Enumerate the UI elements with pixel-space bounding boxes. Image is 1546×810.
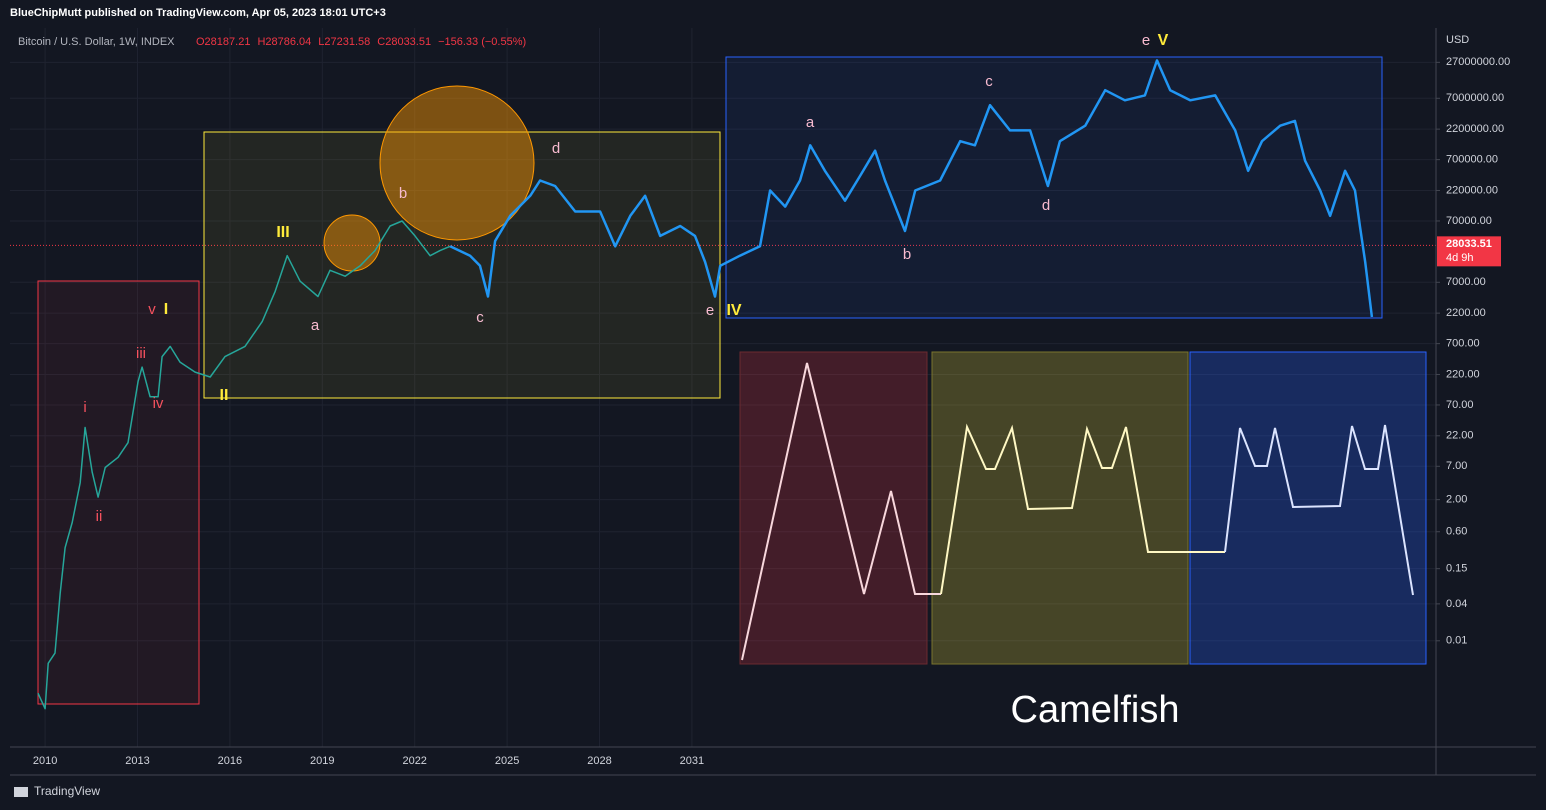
x-tick-label: 2010 (33, 755, 57, 767)
x-tick-label: 2022 (402, 755, 426, 767)
y-tick-label: 70000.00 (1446, 215, 1492, 227)
ohlc-value: L27231.58 (318, 36, 370, 48)
wave-label: c (476, 309, 484, 326)
series-layer (37, 59, 1374, 710)
ohlc-value: −156.33 (−0.55%) (438, 36, 526, 48)
wave-label: d (552, 140, 560, 157)
y-tick-label: 220.00 (1446, 368, 1480, 380)
y-tick-label: 0.01 (1446, 635, 1467, 647)
wave-label: iii (136, 345, 146, 362)
wave-box (725, 56, 1383, 319)
ohlc-legend: O28187.21 H28786.04 L27231.58 C28033.51 −156… (196, 36, 526, 48)
wave-label: ii (96, 508, 103, 525)
y-tick-label: 7.00 (1446, 460, 1467, 472)
last-price-label: 28033.51 (1446, 238, 1492, 250)
last-price-tag (1437, 236, 1501, 267)
currency: USD (1446, 34, 1469, 46)
y-tick-label: 2200.00 (1446, 307, 1486, 319)
y-tick-label: 70.00 (1446, 399, 1474, 411)
y-tick-label: 0.60 (1446, 526, 1467, 538)
wave-label: II (220, 387, 229, 404)
price-line (37, 220, 451, 710)
wave-label: I (164, 301, 168, 318)
wave-box (203, 131, 721, 399)
ohlc-value: H28786.04 (257, 36, 311, 48)
y-tick-label: 22.00 (1446, 430, 1474, 442)
y-tick-label: 700000.00 (1446, 154, 1498, 166)
ohlc-value: O28187.21 (196, 36, 250, 48)
countdown: 4d 9h (1446, 252, 1474, 264)
y-tick-label: 700.00 (1446, 338, 1480, 350)
x-tick-label: 2025 (495, 755, 519, 767)
wave-label: e (706, 302, 714, 319)
inset-line (1224, 424, 1414, 596)
x-tick-label: 2019 (310, 755, 334, 767)
wave-label: i (83, 399, 86, 416)
wave-label: e (1142, 32, 1150, 49)
publisher: BlueChipMutt published on TradingView.co… (10, 7, 386, 19)
wave-label: d (1042, 197, 1050, 214)
inset-panel (739, 351, 928, 665)
wave-label: c (985, 73, 993, 90)
x-tick-label: 2013 (125, 755, 149, 767)
y-tick-label: 2.00 (1446, 494, 1467, 506)
wave-label: a (806, 114, 815, 131)
circle (323, 214, 381, 272)
y-tick-label: 220000.00 (1446, 184, 1498, 196)
symbol-title: Bitcoin / U.S. Dollar, 1W, INDEX (18, 36, 175, 48)
x-tick-label: 2031 (680, 755, 704, 767)
y-tick-label: 0.15 (1446, 563, 1467, 575)
y-tick-label: 0.04 (1446, 598, 1467, 610)
wave-label: v (148, 301, 156, 318)
circle (379, 85, 535, 241)
wave-label: iv (153, 395, 164, 412)
price-line (449, 59, 1374, 318)
wave-label: V (1158, 32, 1169, 49)
brand: TradingView (34, 784, 100, 798)
logo (14, 787, 28, 797)
wave-label: IV (726, 302, 741, 319)
y-tick-label: 7000.00 (1446, 276, 1486, 288)
wave-label: III (276, 224, 289, 241)
y-tick-label: 7000000.00 (1446, 92, 1504, 104)
inset-line (741, 362, 941, 661)
wave-label: b (399, 185, 407, 202)
ohlc-value: C28033.51 (377, 36, 431, 48)
wave-label: b (903, 246, 911, 263)
wave-box (37, 280, 200, 705)
inset-panel (1189, 351, 1427, 665)
watermark: Camelfish (1011, 689, 1180, 731)
y-tick-label: 27000000.00 (1446, 56, 1510, 68)
wave-label: a (311, 317, 320, 334)
y-tick-label: 2200000.00 (1446, 123, 1504, 135)
x-tick-label: 2016 (218, 755, 242, 767)
x-tick-label: 2028 (587, 755, 611, 767)
inset-line (940, 423, 1225, 595)
